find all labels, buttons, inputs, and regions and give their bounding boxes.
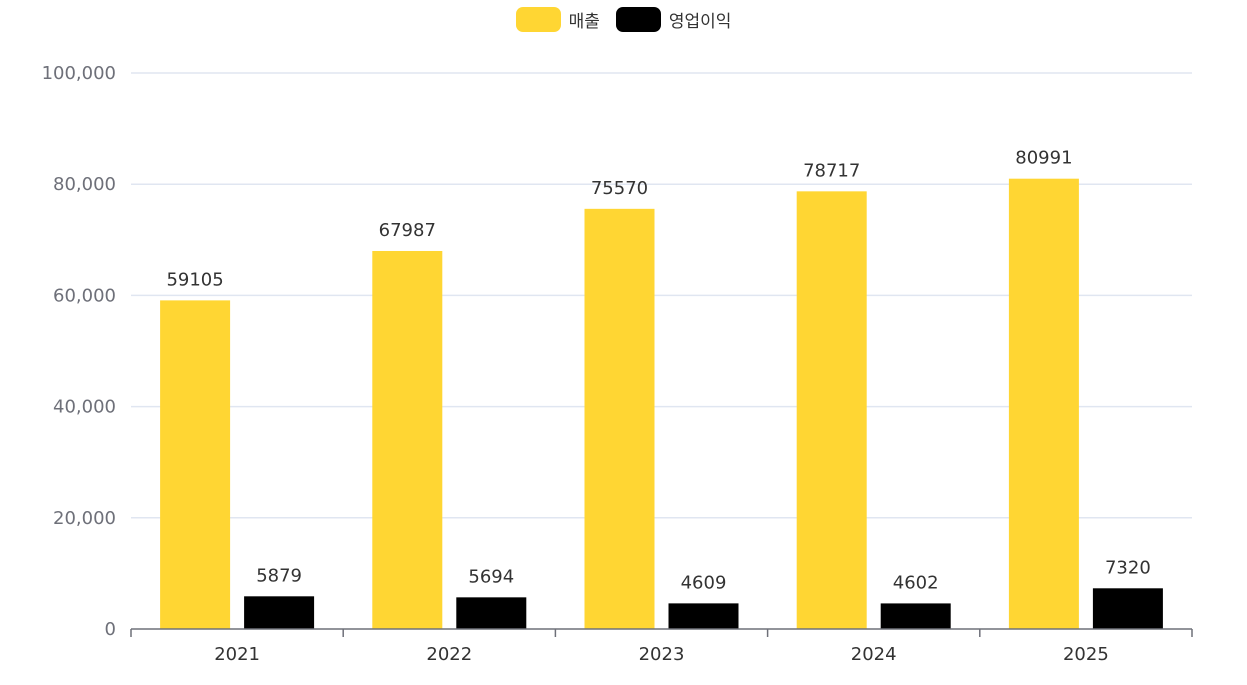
chart-legend: 매출 영업이익 — [0, 7, 1247, 32]
bar-value-label: 75570 — [591, 178, 648, 199]
x-axis: 2021 2022 2023 2024 2025 — [130, 628, 1193, 665]
bar-2021-1[interactable] — [244, 596, 315, 629]
bar-value-label: 59105 — [166, 269, 223, 290]
bar-value-label: 5879 — [256, 565, 302, 586]
x-tick-label: 2022 — [426, 644, 472, 665]
x-tick-label: 2023 — [639, 644, 685, 665]
bar-2023-1[interactable] — [668, 603, 739, 629]
x-tick-label: 2025 — [1063, 644, 1109, 665]
x-tick-label: 2021 — [214, 644, 260, 665]
bar-2021-0[interactable] — [160, 300, 231, 629]
bar-2024-0[interactable] — [796, 191, 867, 629]
x-tick-label: 2024 — [851, 644, 897, 665]
bar-value-label: 5694 — [468, 566, 514, 587]
legend-swatch-icon — [515, 7, 561, 32]
y-tick-label: 80,000 — [53, 174, 116, 195]
legend-swatch-icon — [615, 7, 661, 32]
bar-2022-0[interactable] — [372, 250, 443, 629]
legend-label: 매출 — [568, 12, 600, 32]
y-tick-label: 100,000 — [42, 63, 116, 84]
bar-value-label: 4609 — [681, 572, 727, 593]
bar-2023-0[interactable] — [584, 208, 655, 629]
bar-value-label: 4602 — [893, 572, 939, 593]
bar-2024-1[interactable] — [880, 603, 951, 629]
bar-value-label: 80991 — [1015, 148, 1072, 169]
bar-2025-1[interactable] — [1092, 588, 1163, 629]
legend-label: 영업이익 — [668, 12, 732, 32]
bar-2022-1[interactable] — [456, 597, 527, 629]
bar-value-label: 78717 — [803, 160, 860, 181]
legend-item-0[interactable]: 매출 — [515, 7, 600, 32]
bar-2025-0[interactable] — [1008, 178, 1079, 629]
y-axis: 0 20,000 40,000 60,000 80,000 100,000 — [42, 63, 116, 640]
bar-value-label: 67987 — [379, 220, 436, 241]
y-tick-label: 40,000 — [53, 397, 116, 418]
y-tick-label: 60,000 — [53, 285, 116, 306]
y-tick-label: 20,000 — [53, 508, 116, 529]
bar-value-label: 7320 — [1105, 557, 1151, 578]
legend-item-1[interactable]: 영업이익 — [615, 7, 732, 32]
y-tick-label: 0 — [105, 619, 116, 640]
bars: 59105 5879 67987 5694 75570 4609 78717 4602 8099… — [160, 148, 1163, 629]
